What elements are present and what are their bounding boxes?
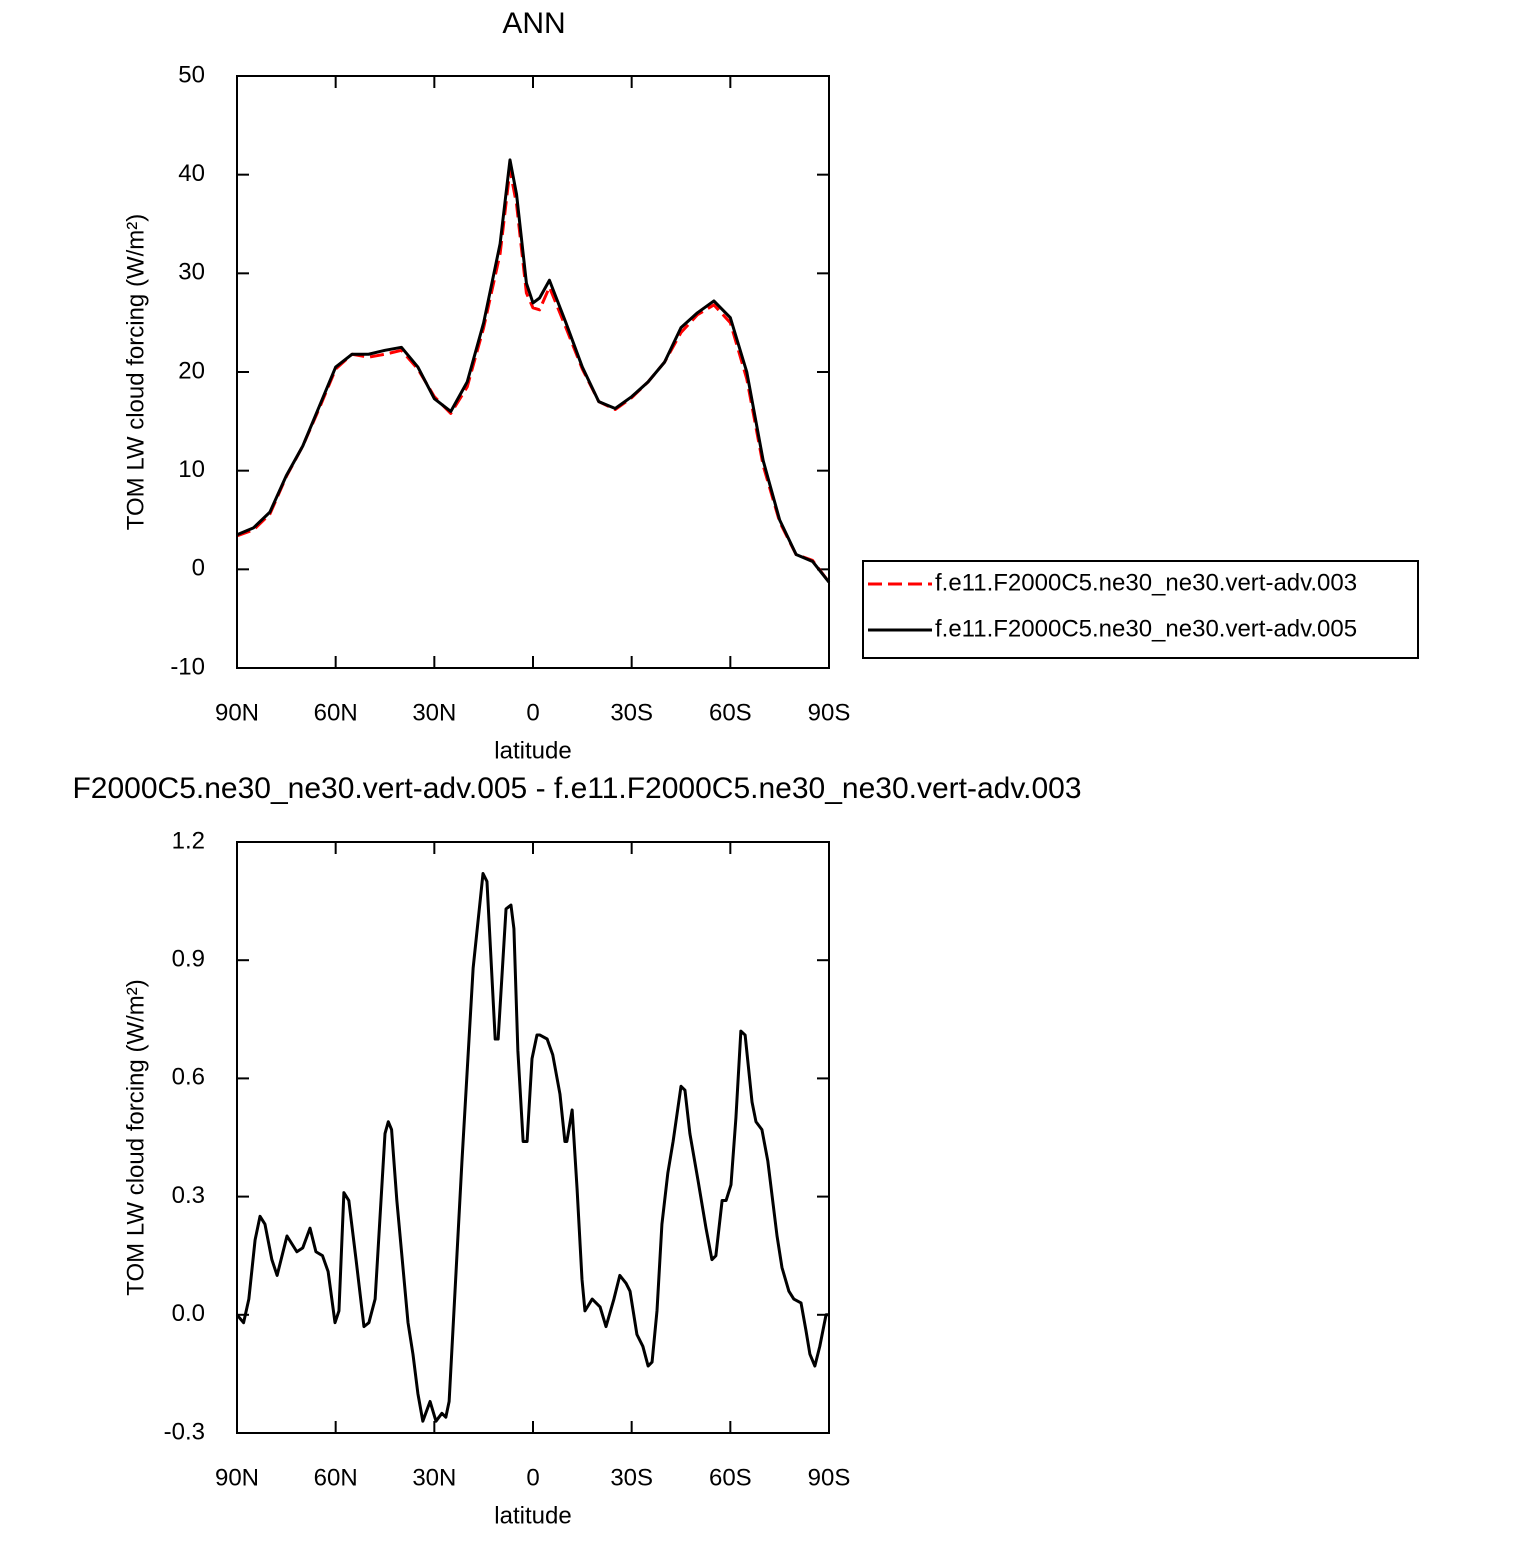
y-tick-label: 1.2 [172,827,205,854]
y-axis-label: TOM LW cloud forcing (W/m²) [122,214,149,530]
chart-title: ANN [502,7,565,40]
x-tick-label: 90N [215,1464,259,1491]
x-tick-label: 60N [314,699,358,726]
x-tick-label: 60N [314,1464,358,1491]
y-tick-label: 0.9 [172,946,205,973]
x-tick-label: 60S [709,699,752,726]
plot-frame [236,75,830,669]
y-tick-label: 0.0 [172,1300,205,1327]
y-tick-label: 0.3 [172,1182,205,1209]
y-tick-label: 0 [192,555,205,582]
legend-box [862,560,1419,659]
y-axis-label: TOM LW cloud forcing (W/m²) [122,979,149,1295]
data-line [236,168,831,584]
y-tick-label: 40 [178,160,205,187]
legend-label: f.e11.F2000C5.ne30_ne30.vert-adv.005 [935,615,1357,642]
y-tick-label: 50 [178,61,205,88]
x-tick-label: 30S [610,699,653,726]
x-tick-label: 0 [526,1464,539,1491]
x-axis-label: latitude [494,1502,571,1529]
legend-label: f.e11.F2000C5.ne30_ne30.vert-adv.003 [935,569,1357,596]
x-tick-label: 90S [808,1464,851,1491]
x-tick-label: 90N [215,699,259,726]
x-axis-label: latitude [494,737,571,764]
x-tick-label: 0 [526,699,539,726]
x-tick-label: 30N [412,699,456,726]
y-tick-label: -0.3 [164,1418,205,1445]
y-tick-label: 20 [178,357,205,384]
data-line [236,158,831,584]
y-tick-label: -10 [170,653,205,680]
chart-title: F2000C5.ne30_ne30.vert-adv.005 - f.e11.F… [72,772,1081,805]
y-tick-label: 0.6 [172,1064,205,1091]
x-tick-label: 60S [709,1464,752,1491]
data-line [235,872,829,1423]
x-tick-label: 90S [808,699,851,726]
x-tick-label: 30N [412,1464,456,1491]
plot-frame [236,841,830,1434]
x-tick-label: 30S [610,1464,653,1491]
y-tick-label: 30 [178,259,205,286]
y-tick-label: 10 [178,456,205,483]
